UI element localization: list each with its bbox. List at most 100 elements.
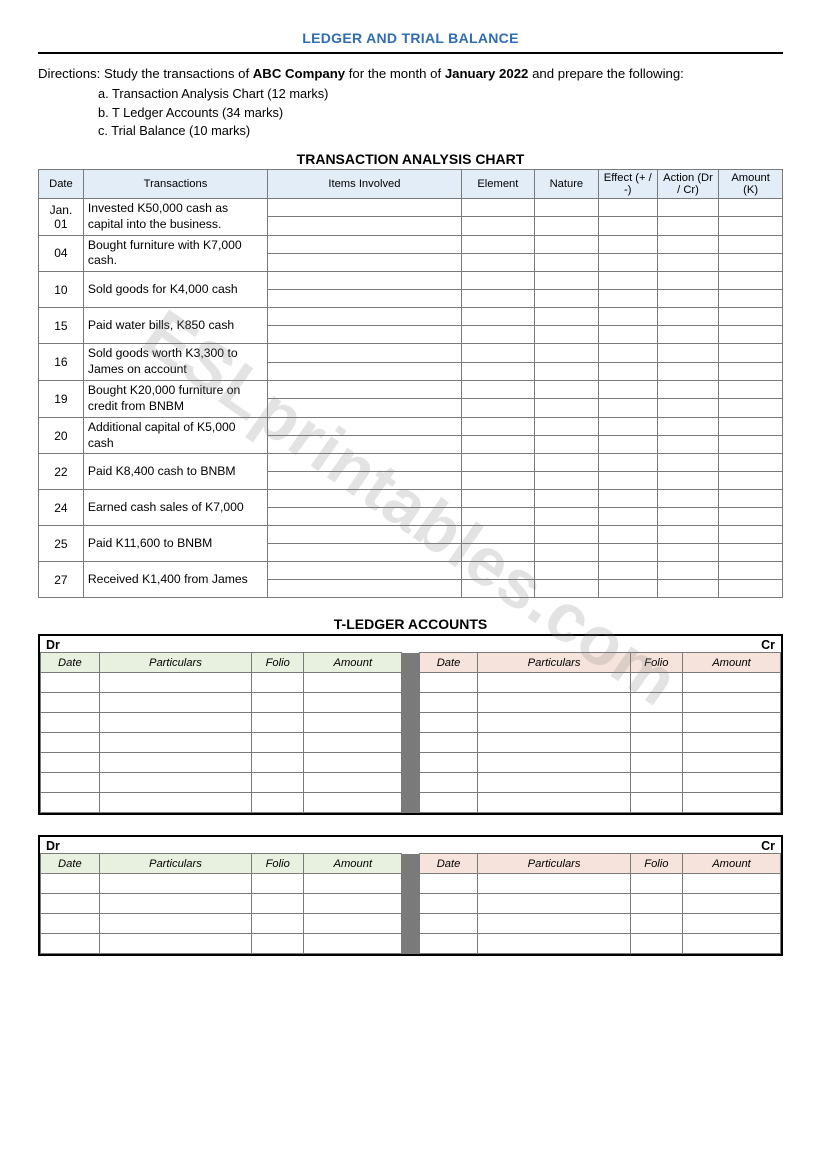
directions-lead: Directions: Study the transactions of AB…	[38, 64, 783, 83]
ledger-blank-cell	[419, 934, 478, 954]
analysis-blank-cell	[719, 544, 783, 562]
analysis-blank-cell	[598, 417, 657, 435]
analysis-blank-cell	[268, 272, 462, 290]
ledger-divider	[402, 854, 419, 874]
analysis-transaction-cell: Paid K8,400 cash to BNBM	[83, 454, 267, 490]
ledger-blank-cell	[683, 693, 781, 713]
analysis-blank-cell	[598, 490, 657, 508]
analysis-blank-cell	[461, 562, 534, 580]
ledger-blank-cell	[683, 793, 781, 813]
ledger-header-cell: Folio	[630, 653, 682, 673]
analysis-blank-cell	[598, 308, 657, 326]
ledger-blank-cell	[41, 914, 100, 934]
ledger-blank-cell	[402, 773, 419, 793]
ledger-blank-cell	[419, 753, 478, 773]
ledger-header-cell: Particulars	[478, 854, 630, 874]
analysis-blank-cell	[598, 508, 657, 526]
analysis-blank-cell	[268, 217, 462, 235]
ledger-blank-cell	[252, 914, 304, 934]
analysis-blank-cell	[268, 454, 462, 472]
analysis-header-cell: Amount (K)	[719, 169, 783, 198]
ledger-blank-cell	[683, 773, 781, 793]
analysis-blank-cell	[268, 508, 462, 526]
analysis-blank-cell	[268, 399, 462, 417]
ledger-header-cell: Date	[419, 854, 478, 874]
ledger-blank-cell	[41, 673, 100, 693]
ledger-blank-cell	[304, 673, 402, 693]
ledger-blank-cell	[99, 733, 251, 753]
ledger-blank-cell	[478, 713, 630, 733]
analysis-date-cell: 16	[39, 344, 84, 381]
analysis-blank-cell	[657, 198, 718, 216]
ledger-blank-cell	[252, 773, 304, 793]
ledger-header-cell: Amount	[683, 854, 781, 874]
analysis-date-cell: 22	[39, 454, 84, 490]
analysis-blank-cell	[268, 362, 462, 380]
ledger-blank-cell	[99, 894, 251, 914]
ledger-blank-cell	[402, 914, 419, 934]
analysis-blank-cell	[534, 326, 598, 344]
analysis-blank-cell	[534, 344, 598, 362]
analysis-date-cell: 04	[39, 235, 84, 272]
ledger-blank-cell	[683, 934, 781, 954]
analysis-blank-cell	[719, 198, 783, 216]
analysis-date-cell: 24	[39, 490, 84, 526]
analysis-blank-cell	[657, 344, 718, 362]
ledger-blank-cell	[99, 773, 251, 793]
analysis-blank-cell	[598, 272, 657, 290]
analysis-blank-cell	[719, 326, 783, 344]
analysis-blank-cell	[268, 326, 462, 344]
title-underline	[38, 52, 783, 54]
analysis-blank-cell	[657, 436, 718, 454]
ledger-blank-cell	[304, 773, 402, 793]
analysis-blank-cell	[719, 580, 783, 598]
analysis-header-cell: Items Involved	[268, 169, 462, 198]
analysis-blank-cell	[719, 290, 783, 308]
analysis-blank-cell	[719, 454, 783, 472]
analysis-blank-cell	[657, 308, 718, 326]
direction-item-b: b. T Ledger Accounts (34 marks)	[38, 104, 783, 123]
ledger-blank-cell	[419, 673, 478, 693]
ledger-header-cell: Particulars	[478, 653, 630, 673]
lead-suffix: and prepare the following:	[528, 66, 683, 81]
ledger-table: DateParticularsFolioAmountDateParticular…	[40, 652, 781, 813]
analysis-blank-cell	[461, 380, 534, 398]
analysis-blank-cell	[268, 490, 462, 508]
analysis-blank-cell	[657, 217, 718, 235]
analysis-blank-cell	[657, 253, 718, 271]
ledger-blank-cell	[419, 874, 478, 894]
analysis-blank-cell	[268, 380, 462, 398]
analysis-transaction-cell: Bought K20,000 furniture on credit from …	[83, 380, 267, 417]
ledger-blank-cell	[683, 753, 781, 773]
ledger-blank-cell	[99, 934, 251, 954]
analysis-blank-cell	[534, 454, 598, 472]
analysis-date-cell: 25	[39, 526, 84, 562]
analysis-blank-cell	[719, 344, 783, 362]
analysis-transaction-cell: Sold goods for K4,000 cash	[83, 272, 267, 308]
ledger-blank-cell	[252, 793, 304, 813]
ledger-blank-cell	[419, 773, 478, 793]
analysis-header-cell: Element	[461, 169, 534, 198]
ledger-header-cell: Amount	[683, 653, 781, 673]
ledger-blank-cell	[478, 914, 630, 934]
analysis-blank-cell	[598, 454, 657, 472]
ledger-blank-cell	[252, 733, 304, 753]
analysis-transaction-cell: Sold goods worth K3,300 to James on acco…	[83, 344, 267, 381]
analysis-blank-cell	[598, 580, 657, 598]
analysis-date-cell: Jan.01	[39, 198, 84, 235]
analysis-blank-cell	[719, 272, 783, 290]
analysis-table: DateTransactionsItems InvolvedElementNat…	[38, 169, 783, 599]
ledger-blank-cell	[419, 693, 478, 713]
ledger-blank-cell	[419, 793, 478, 813]
direction-item-a: a. Transaction Analysis Chart (12 marks)	[38, 85, 783, 104]
analysis-blank-cell	[598, 290, 657, 308]
analysis-transaction-cell: Received K1,400 from James	[83, 562, 267, 598]
ledger-blank-cell	[402, 793, 419, 813]
analysis-date-cell: 27	[39, 562, 84, 598]
ledger-blank-cell	[402, 673, 419, 693]
analysis-blank-cell	[461, 508, 534, 526]
analysis-blank-cell	[461, 454, 534, 472]
lead-mid: for the month of	[345, 66, 445, 81]
ledger-blank-cell	[41, 733, 100, 753]
analysis-transaction-cell: Bought furniture with K7,000 cash.	[83, 235, 267, 272]
